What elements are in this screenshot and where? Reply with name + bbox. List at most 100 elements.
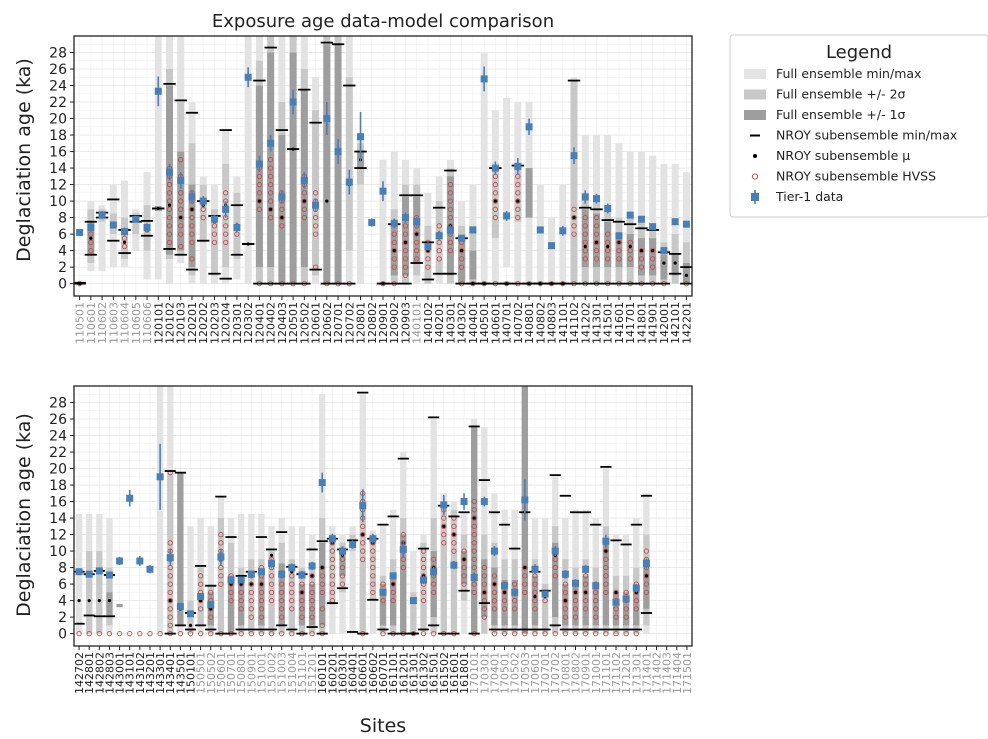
ensemble-1sigma-bar	[582, 575, 589, 626]
hvss-marker	[572, 589, 579, 595]
ensemble-minmax-bar	[649, 155, 657, 284]
tier1-marker	[525, 123, 533, 131]
hvss-marker	[459, 256, 465, 262]
nroy-mean-dot	[391, 582, 395, 586]
hvss-marker	[593, 606, 599, 612]
hvss-marker	[638, 256, 645, 262]
hvss-marker	[593, 630, 599, 637]
hvss-marker	[96, 630, 102, 637]
x-tick-label: 120302	[242, 302, 255, 344]
hvss-marker	[178, 206, 184, 212]
x-tick-label: 160601	[357, 652, 370, 694]
legend-entry-label: Full ensemble +/- 2σ	[776, 87, 906, 102]
x-tick-label: 160401	[347, 652, 360, 694]
hvss-marker	[258, 606, 265, 612]
legend-title: Legend	[826, 42, 892, 63]
tier1-marker	[548, 242, 556, 250]
hvss-marker	[309, 597, 315, 604]
hvss-marker	[177, 630, 184, 637]
hvss-marker	[492, 206, 499, 212]
nroy-mean-dot	[291, 147, 295, 151]
x-tick-label: 170701	[539, 652, 552, 694]
hvss-marker	[582, 589, 589, 595]
x-tick-label: 171404	[671, 652, 684, 694]
tier1-marker	[98, 211, 106, 219]
legend-entry-label: Full ensemble min/max	[776, 66, 921, 81]
ensemble-2sigma-bar	[217, 518, 225, 634]
x-tick-label: 161801	[458, 652, 471, 694]
hvss-marker	[593, 214, 600, 221]
nroy-mean-dot	[471, 282, 475, 286]
hvss-marker	[166, 190, 173, 196]
hvss-marker	[248, 597, 254, 604]
hvss-marker	[167, 589, 173, 595]
hvss-marker	[402, 239, 409, 245]
hvss-marker	[208, 630, 214, 637]
y-tick-label: 28	[49, 396, 67, 412]
hvss-marker	[491, 573, 498, 579]
tier1-marker	[369, 535, 377, 543]
hvss-marker	[515, 214, 521, 221]
hvss-marker	[471, 515, 477, 521]
x-tick-label: 160301	[336, 652, 349, 694]
hvss-marker	[515, 190, 521, 196]
ensemble-1sigma-bar	[592, 584, 599, 626]
x-tick-label: 143201	[144, 652, 157, 694]
nroy-mean-dot	[179, 215, 183, 220]
x-tick-label: 143102	[134, 652, 147, 694]
tier1-marker	[237, 576, 245, 584]
tier1-marker	[592, 582, 600, 590]
hvss-marker	[208, 614, 214, 620]
x-tick-label: 120401	[253, 302, 266, 344]
hvss-marker	[380, 597, 386, 604]
x-tick-label: 110603	[107, 302, 120, 344]
hvss-marker	[200, 206, 206, 212]
hvss-marker	[582, 606, 589, 612]
nroy-mean-dot	[604, 549, 608, 553]
hvss-marker	[593, 256, 600, 262]
hvss-marker	[370, 589, 376, 595]
x-tick-label: 120801	[355, 302, 368, 344]
tier1-marker	[300, 176, 308, 184]
hvss-marker	[258, 581, 265, 587]
tier1-marker	[75, 568, 83, 576]
tier1-marker	[642, 559, 650, 567]
tier1-marker	[561, 570, 569, 578]
hvss-marker	[571, 206, 577, 212]
nroy-mean-dot	[89, 236, 93, 240]
hvss-marker	[121, 235, 128, 241]
hvss-marker	[299, 614, 305, 620]
ensemble-minmax-bar	[480, 52, 488, 284]
hvss-marker	[515, 206, 521, 212]
ensemble-1sigma-bar	[116, 603, 123, 608]
x-tick-label: 170503	[519, 652, 532, 694]
ensemble-1sigma-bar	[323, 44, 331, 284]
hvss-marker	[492, 214, 499, 221]
hvss-marker	[593, 597, 599, 604]
tier1-marker	[85, 570, 93, 578]
ensemble-minmax-bar	[357, 135, 365, 284]
hvss-marker	[211, 231, 218, 237]
tier1-marker	[268, 559, 276, 567]
tier1-marker	[76, 228, 84, 236]
y-tick-label: 0	[58, 277, 67, 293]
tier1-marker	[420, 576, 428, 584]
y-tick-label: 10	[49, 544, 67, 560]
hvss-marker	[258, 597, 265, 604]
hvss-marker	[238, 630, 244, 637]
x-tick-label: 110605	[130, 302, 143, 344]
nroy-mean-dot	[107, 599, 112, 603]
hvss-marker	[562, 614, 569, 620]
chart-panel-bottom: 0246810121416182022242628142702142801142…	[49, 385, 694, 694]
nroy-mean-dot	[302, 199, 306, 203]
x-tick-label: 160602	[367, 652, 380, 694]
hvss-marker	[582, 573, 589, 579]
tier1-marker	[368, 219, 376, 227]
hvss-marker	[267, 190, 274, 196]
tier1-marker	[345, 178, 353, 186]
hvss-marker	[481, 564, 487, 571]
hvss-marker	[459, 264, 465, 270]
hvss-marker	[623, 614, 629, 620]
y-tick-label: 24	[49, 429, 67, 445]
ensemble-1sigma-bar	[319, 542, 326, 626]
